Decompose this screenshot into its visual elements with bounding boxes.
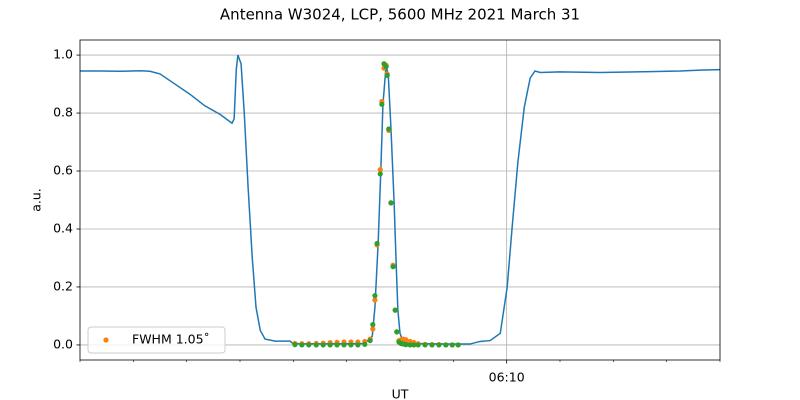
y-tick-label: 1.0 <box>53 47 73 62</box>
data-point <box>320 342 326 348</box>
data-point <box>388 200 394 206</box>
x-tick-label: 06:10 <box>489 370 525 385</box>
data-point <box>377 171 383 177</box>
data-point <box>341 342 347 348</box>
data-point <box>394 329 400 335</box>
data-point <box>292 342 298 348</box>
data-point <box>390 264 396 270</box>
data-point <box>348 342 354 348</box>
data-point <box>411 342 417 348</box>
data-point <box>372 293 378 299</box>
data-point <box>422 342 428 348</box>
data-point <box>443 342 449 348</box>
data-point <box>334 342 340 348</box>
data-point <box>429 342 435 348</box>
data-point <box>384 72 390 78</box>
data-point <box>436 342 442 348</box>
data-point <box>372 297 378 303</box>
data-point <box>370 322 376 328</box>
plot-frame <box>79 39 721 361</box>
data-point <box>299 342 305 348</box>
data-line <box>80 54 721 345</box>
chart-title: Antenna W3024, LCP, 5600 MHz 2021 March … <box>220 6 580 24</box>
y-tick-label: 0.0 <box>53 336 73 351</box>
data-point <box>449 342 455 348</box>
y-axis-label: a.u. <box>29 188 44 212</box>
data-point <box>370 326 376 332</box>
data-point <box>403 342 409 348</box>
data-point <box>306 342 312 348</box>
legend-box <box>87 326 226 354</box>
data-point <box>379 101 385 107</box>
data-point <box>407 342 413 348</box>
data-point <box>327 342 333 348</box>
data-point <box>362 341 368 347</box>
data-point <box>355 342 361 348</box>
data-point <box>367 337 373 344</box>
data-point <box>377 166 383 173</box>
data-point <box>403 337 409 343</box>
data-point <box>455 342 461 348</box>
y-tick-label: 0.6 <box>53 163 73 178</box>
data-point <box>313 342 319 348</box>
y-tick-label: 0.8 <box>53 105 73 120</box>
data-point <box>392 307 398 313</box>
x-axis-label: UT <box>392 387 409 400</box>
data-point <box>386 126 392 132</box>
y-tick-label: 0.4 <box>53 220 73 235</box>
y-tick-label: 0.2 <box>53 278 73 293</box>
data-point <box>374 240 380 247</box>
legend-label: FWHM 1.05˚ <box>132 332 210 347</box>
data-point <box>415 342 421 348</box>
data-point <box>383 64 389 70</box>
legend-marker <box>103 337 109 343</box>
